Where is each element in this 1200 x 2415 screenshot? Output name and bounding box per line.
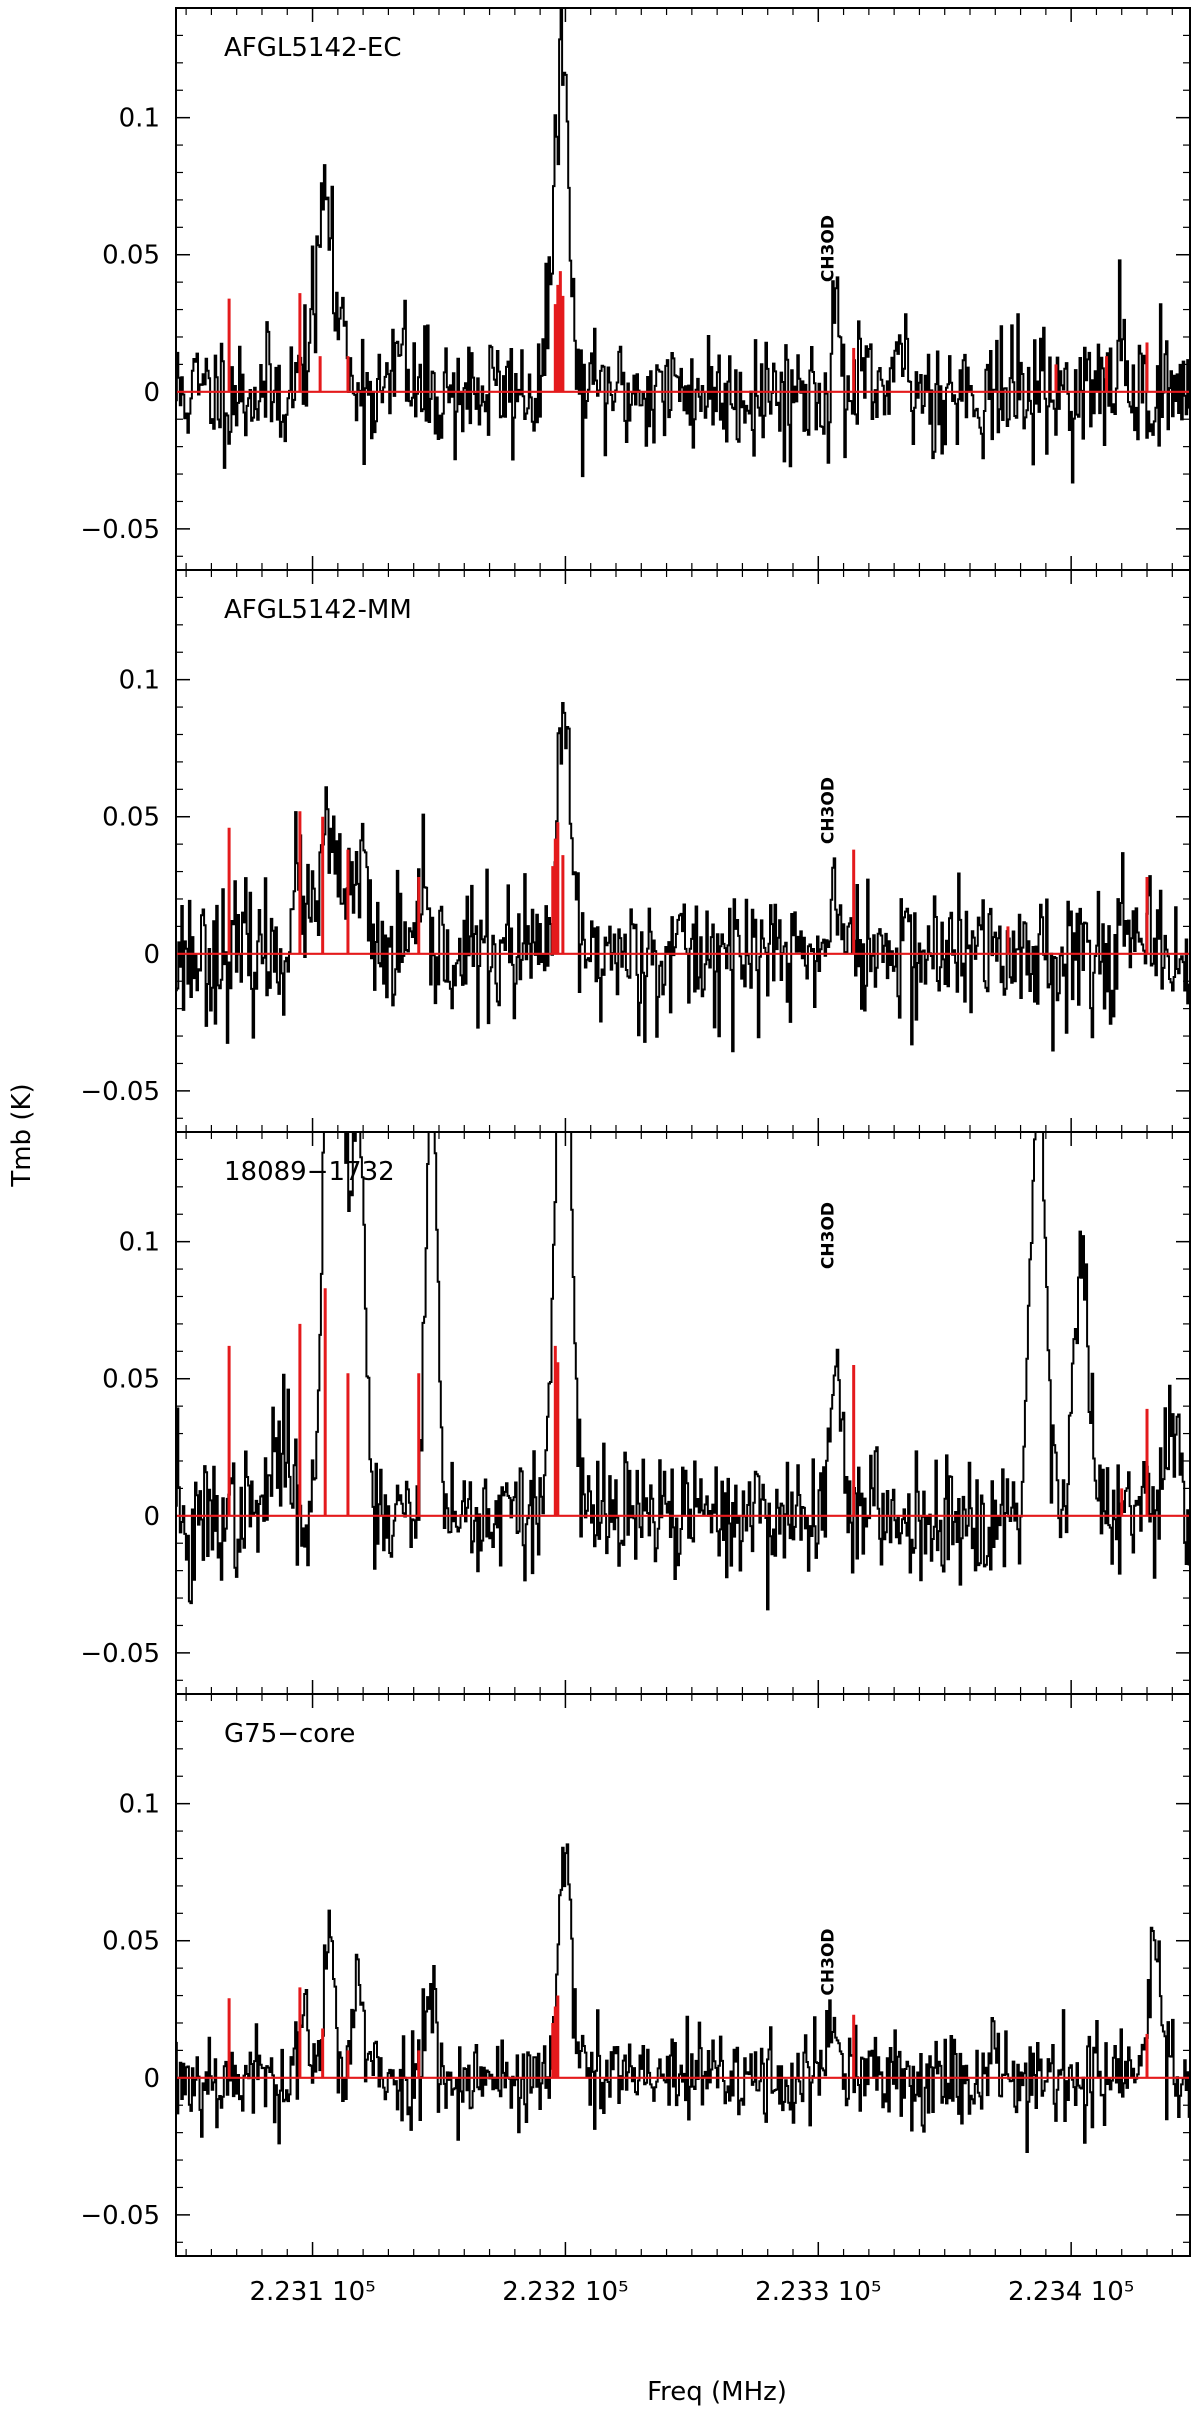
x-tick-label: 2.233 10⁵	[755, 2277, 881, 2307]
spectrum-panel: −0.05 0 0.05 0.1 AFGL5142-EC CH3OD	[80, 7, 1191, 571]
line-annotation: CH3OD	[818, 1928, 838, 1995]
y-tick-label: −0.05	[80, 2201, 160, 2231]
panel-frame	[175, 1693, 1191, 2257]
y-tick-label: −0.05	[80, 515, 160, 545]
y-tick-label: 0.1	[119, 104, 160, 134]
spectrum-plot-area	[176, 1132, 1190, 1611]
y-tick-label: −0.05	[80, 1077, 160, 1107]
x-tick-label: 2.232 10⁵	[502, 2277, 628, 2307]
spectrum-plot-area	[176, 1843, 1190, 2153]
y-axis-label: Tmb (K)	[7, 1083, 37, 1187]
x-axis-label: Freq (MHz)	[647, 2377, 787, 2407]
spectrum-panel: −0.05 0 0.05 0.1 G75−core CH3OD 2.231 10⁵ 2.232…	[80, 1693, 1191, 2307]
y-tick-label: 0	[143, 940, 160, 970]
y-tick-label: 0.05	[102, 803, 160, 833]
observed-spectrum	[176, 702, 1190, 1053]
spectra-panels: −0.05 0 0.05 0.1 AFGL5142-EC CH3OD −0.05 0 0.05 0…	[80, 7, 1191, 2307]
spectrum-panel: −0.05 0 0.05 0.1 18089−1732 CH3OD	[80, 1131, 1191, 1695]
line-annotation: CH3OD	[818, 215, 838, 282]
line-annotation: CH3OD	[818, 777, 838, 844]
y-tick-label: −0.05	[80, 1639, 160, 1669]
y-tick-label: 0.1	[119, 666, 160, 696]
y-tick-label: 0.1	[119, 1790, 160, 1820]
x-tick-label: 2.231 10⁵	[249, 2277, 375, 2307]
y-tick-label: 0	[143, 1502, 160, 1532]
spectrum-plot-area	[176, 8, 1190, 484]
observed-spectrum	[176, 8, 1190, 484]
panel-title: AFGL5142-MM	[224, 595, 412, 625]
spectrum-plot-area	[176, 702, 1190, 1053]
y-tick-label: 0.05	[102, 1365, 160, 1395]
y-tick-label: 0.1	[119, 1228, 160, 1258]
y-tick-label: 0	[143, 2064, 160, 2094]
y-tick-label: 0.05	[102, 1927, 160, 1957]
panel-title: 18089−1732	[224, 1157, 395, 1187]
panel-title: AFGL5142-EC	[224, 33, 402, 63]
x-tick-label: 2.234 10⁵	[1008, 2277, 1134, 2307]
y-tick-label: 0	[143, 378, 160, 408]
y-tick-label: 0.05	[102, 241, 160, 271]
line-annotation: CH3OD	[818, 1202, 838, 1269]
panel-title: G75−core	[224, 1719, 355, 1749]
